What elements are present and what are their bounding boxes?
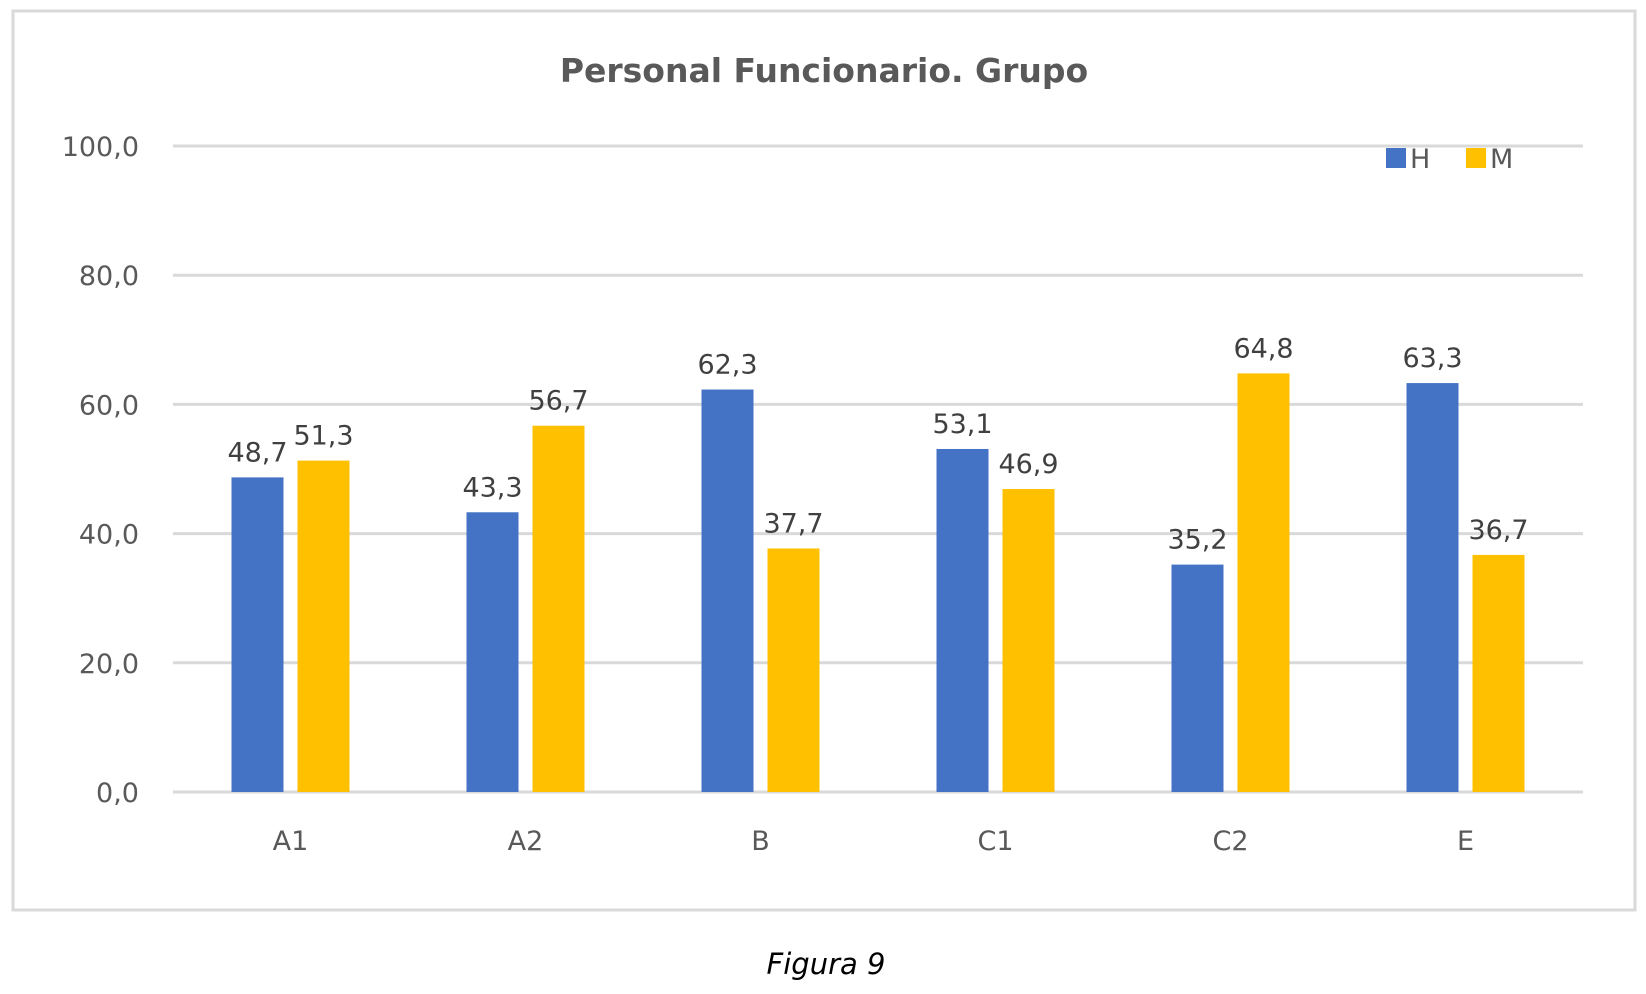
figure-caption: Figura 9 (767, 947, 886, 981)
y-axis: 0,0 20,0 40,0 60,0 80,0 100,0 (62, 132, 139, 809)
data-label: 48,7 (227, 437, 287, 468)
y-tick-label: 0,0 (96, 778, 139, 809)
data-label: 63,3 (1402, 343, 1462, 374)
y-tick-label: 20,0 (79, 649, 139, 680)
bar-H-A1 (231, 477, 284, 792)
bar-M-A2 (532, 425, 585, 792)
data-label: 51,3 (293, 421, 353, 452)
data-label: 37,7 (763, 508, 823, 539)
bar-M-C2 (1237, 373, 1290, 792)
data-label: 53,1 (932, 409, 992, 440)
bar-M-B (767, 548, 820, 792)
legend-label: H (1410, 144, 1430, 175)
legend-swatch (1466, 148, 1486, 168)
bar-H-C1 (936, 448, 989, 792)
x-axis: A1 A2 B C1 C2 E (273, 826, 1474, 857)
data-label: 35,2 (1167, 525, 1227, 556)
data-label: 64,8 (1233, 333, 1293, 364)
x-tick-label: B (751, 826, 770, 857)
legend-label: M (1490, 144, 1513, 175)
bar-M-E (1472, 554, 1525, 792)
y-tick-label: 40,0 (79, 520, 139, 551)
x-tick-label: C2 (1212, 826, 1248, 857)
data-label: 46,9 (998, 449, 1058, 480)
y-tick-label: 60,0 (79, 390, 139, 421)
legend-swatch (1386, 148, 1406, 168)
y-tick-label: 100,0 (62, 132, 139, 163)
x-tick-label: E (1457, 826, 1474, 857)
bar-H-E (1406, 383, 1459, 792)
data-label: 56,7 (528, 386, 588, 417)
x-tick-label: A2 (508, 826, 544, 857)
bar-M-C1 (1002, 489, 1055, 792)
x-tick-label: C1 (977, 826, 1013, 857)
data-label: 36,7 (1468, 515, 1528, 546)
y-tick-label: 80,0 (79, 261, 139, 292)
bar-M-A1 (297, 460, 350, 792)
chart-title: Personal Funcionario. Grupo (560, 51, 1088, 90)
gridlines (173, 144, 1583, 794)
bar-H-C2 (1171, 564, 1224, 792)
bars: 48,751,3 43,3 56,7 62,3 37,7 53,146,9 35,2 64,8… (227, 333, 1529, 792)
bar-H-B (701, 389, 754, 792)
data-label: 43,3 (462, 472, 522, 503)
data-label: 62,3 (697, 350, 757, 381)
bar-H-A2 (466, 512, 519, 792)
x-tick-label: A1 (273, 826, 309, 857)
